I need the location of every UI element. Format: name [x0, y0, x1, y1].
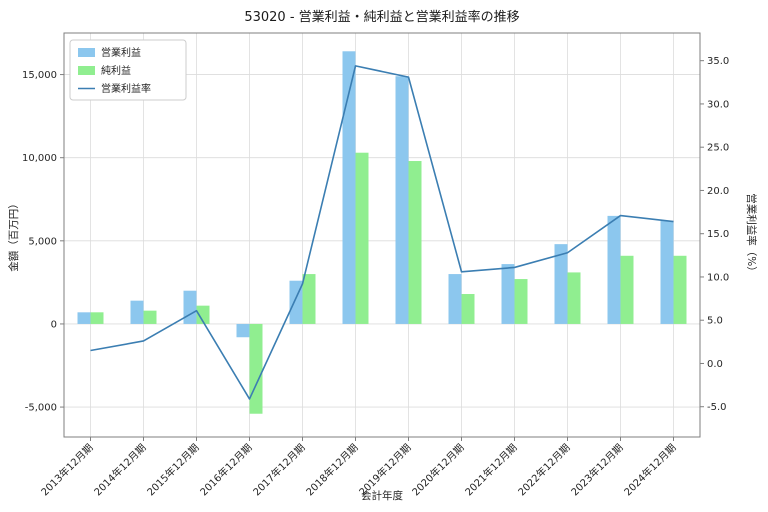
legend-box: [69, 39, 187, 101]
bar-net-income: [514, 279, 528, 324]
line-operating-margin: [90, 65, 674, 400]
x-tick-label: 2023年12月期: [568, 441, 625, 498]
x-tick-label: 2020年12月期: [409, 441, 466, 498]
x-tick-label: 2024年12月期: [621, 441, 678, 498]
x-tick-label: 2018年12月期: [303, 441, 360, 498]
y-tick-label-right: 30.0: [707, 99, 729, 110]
bar-operating-income: [342, 51, 356, 324]
y-tick-label-right: 5.0: [707, 316, 723, 327]
plot-area: -5,000 0 5,000 10,000 15,000 -5.0 0.0 5.0 10.0 15…: [22, 32, 729, 498]
bar-net-income: [567, 272, 581, 324]
bar-operating-income: [130, 300, 144, 324]
x-tick-label: 2022年12月期: [515, 441, 572, 498]
bar-net-income: [302, 274, 316, 324]
legend-swatch-operating-income: [78, 48, 95, 57]
plot-border: [63, 32, 701, 438]
bar-operating-income: [660, 220, 674, 324]
bar-net-income: [90, 312, 104, 324]
y-tick-label-right: -5.0: [707, 402, 727, 413]
bar-operating-income: [236, 323, 250, 338]
bar-operating-income: [183, 290, 197, 324]
bar-operating-income: [554, 244, 568, 324]
y-tick-label-left: 5,000: [28, 236, 57, 247]
y-tick-label-right: 20.0: [707, 186, 729, 197]
right-axis-label: 営業利益率（%）: [745, 193, 758, 276]
y-tick-label-right: 35.0: [707, 56, 729, 67]
x-axis-label: 会計年度: [361, 489, 403, 502]
bar-net-income: [355, 152, 369, 324]
bar-net-income: [249, 323, 263, 414]
bar-operating-income: [395, 76, 409, 324]
x-tick-label: 2021年12月期: [462, 441, 519, 498]
bar-operating-income: [501, 264, 515, 324]
y-tick-label-left: -5,000: [25, 403, 57, 414]
left-axis-label: 金額（百万円）: [7, 198, 20, 272]
bar-net-income: [408, 161, 422, 324]
bar-net-income: [461, 294, 475, 324]
x-tick-label: 2013年12月期: [38, 441, 95, 498]
x-tick-label: 2014年12月期: [91, 441, 148, 498]
y-tick-label-left: 15,000: [22, 70, 57, 81]
y-tick-label-right: 10.0: [707, 272, 729, 283]
legend-swatch-net-income: [78, 66, 95, 75]
bar-operating-income: [448, 274, 462, 324]
x-tick-label: 2015年12月期: [144, 441, 201, 498]
y-tick-label-left: 0: [51, 319, 57, 330]
y-tick-label-right: 25.0: [707, 143, 729, 154]
x-tick-label: 2017年12月期: [250, 441, 307, 498]
y-tick-label-right: 0.0: [707, 359, 723, 370]
chart-title: 53020 - 営業利益・純利益と営業利益率の推移: [244, 9, 519, 25]
y-tick-label-right: 15.0: [707, 229, 729, 240]
x-tick-label: 2016年12月期: [197, 441, 254, 498]
legend-label-operating-margin: 営業利益率: [101, 82, 151, 95]
legend-label-net-income: 純利益: [101, 64, 131, 77]
legend-label-operating-income: 営業利益: [101, 46, 141, 59]
bar-net-income: [196, 305, 210, 324]
bar-operating-income: [607, 215, 621, 324]
y-tick-label-left: 10,000: [22, 153, 57, 164]
bar-net-income: [143, 310, 157, 324]
bar-operating-income: [77, 312, 91, 324]
bar-net-income: [620, 255, 634, 324]
bar-net-income: [673, 255, 687, 324]
